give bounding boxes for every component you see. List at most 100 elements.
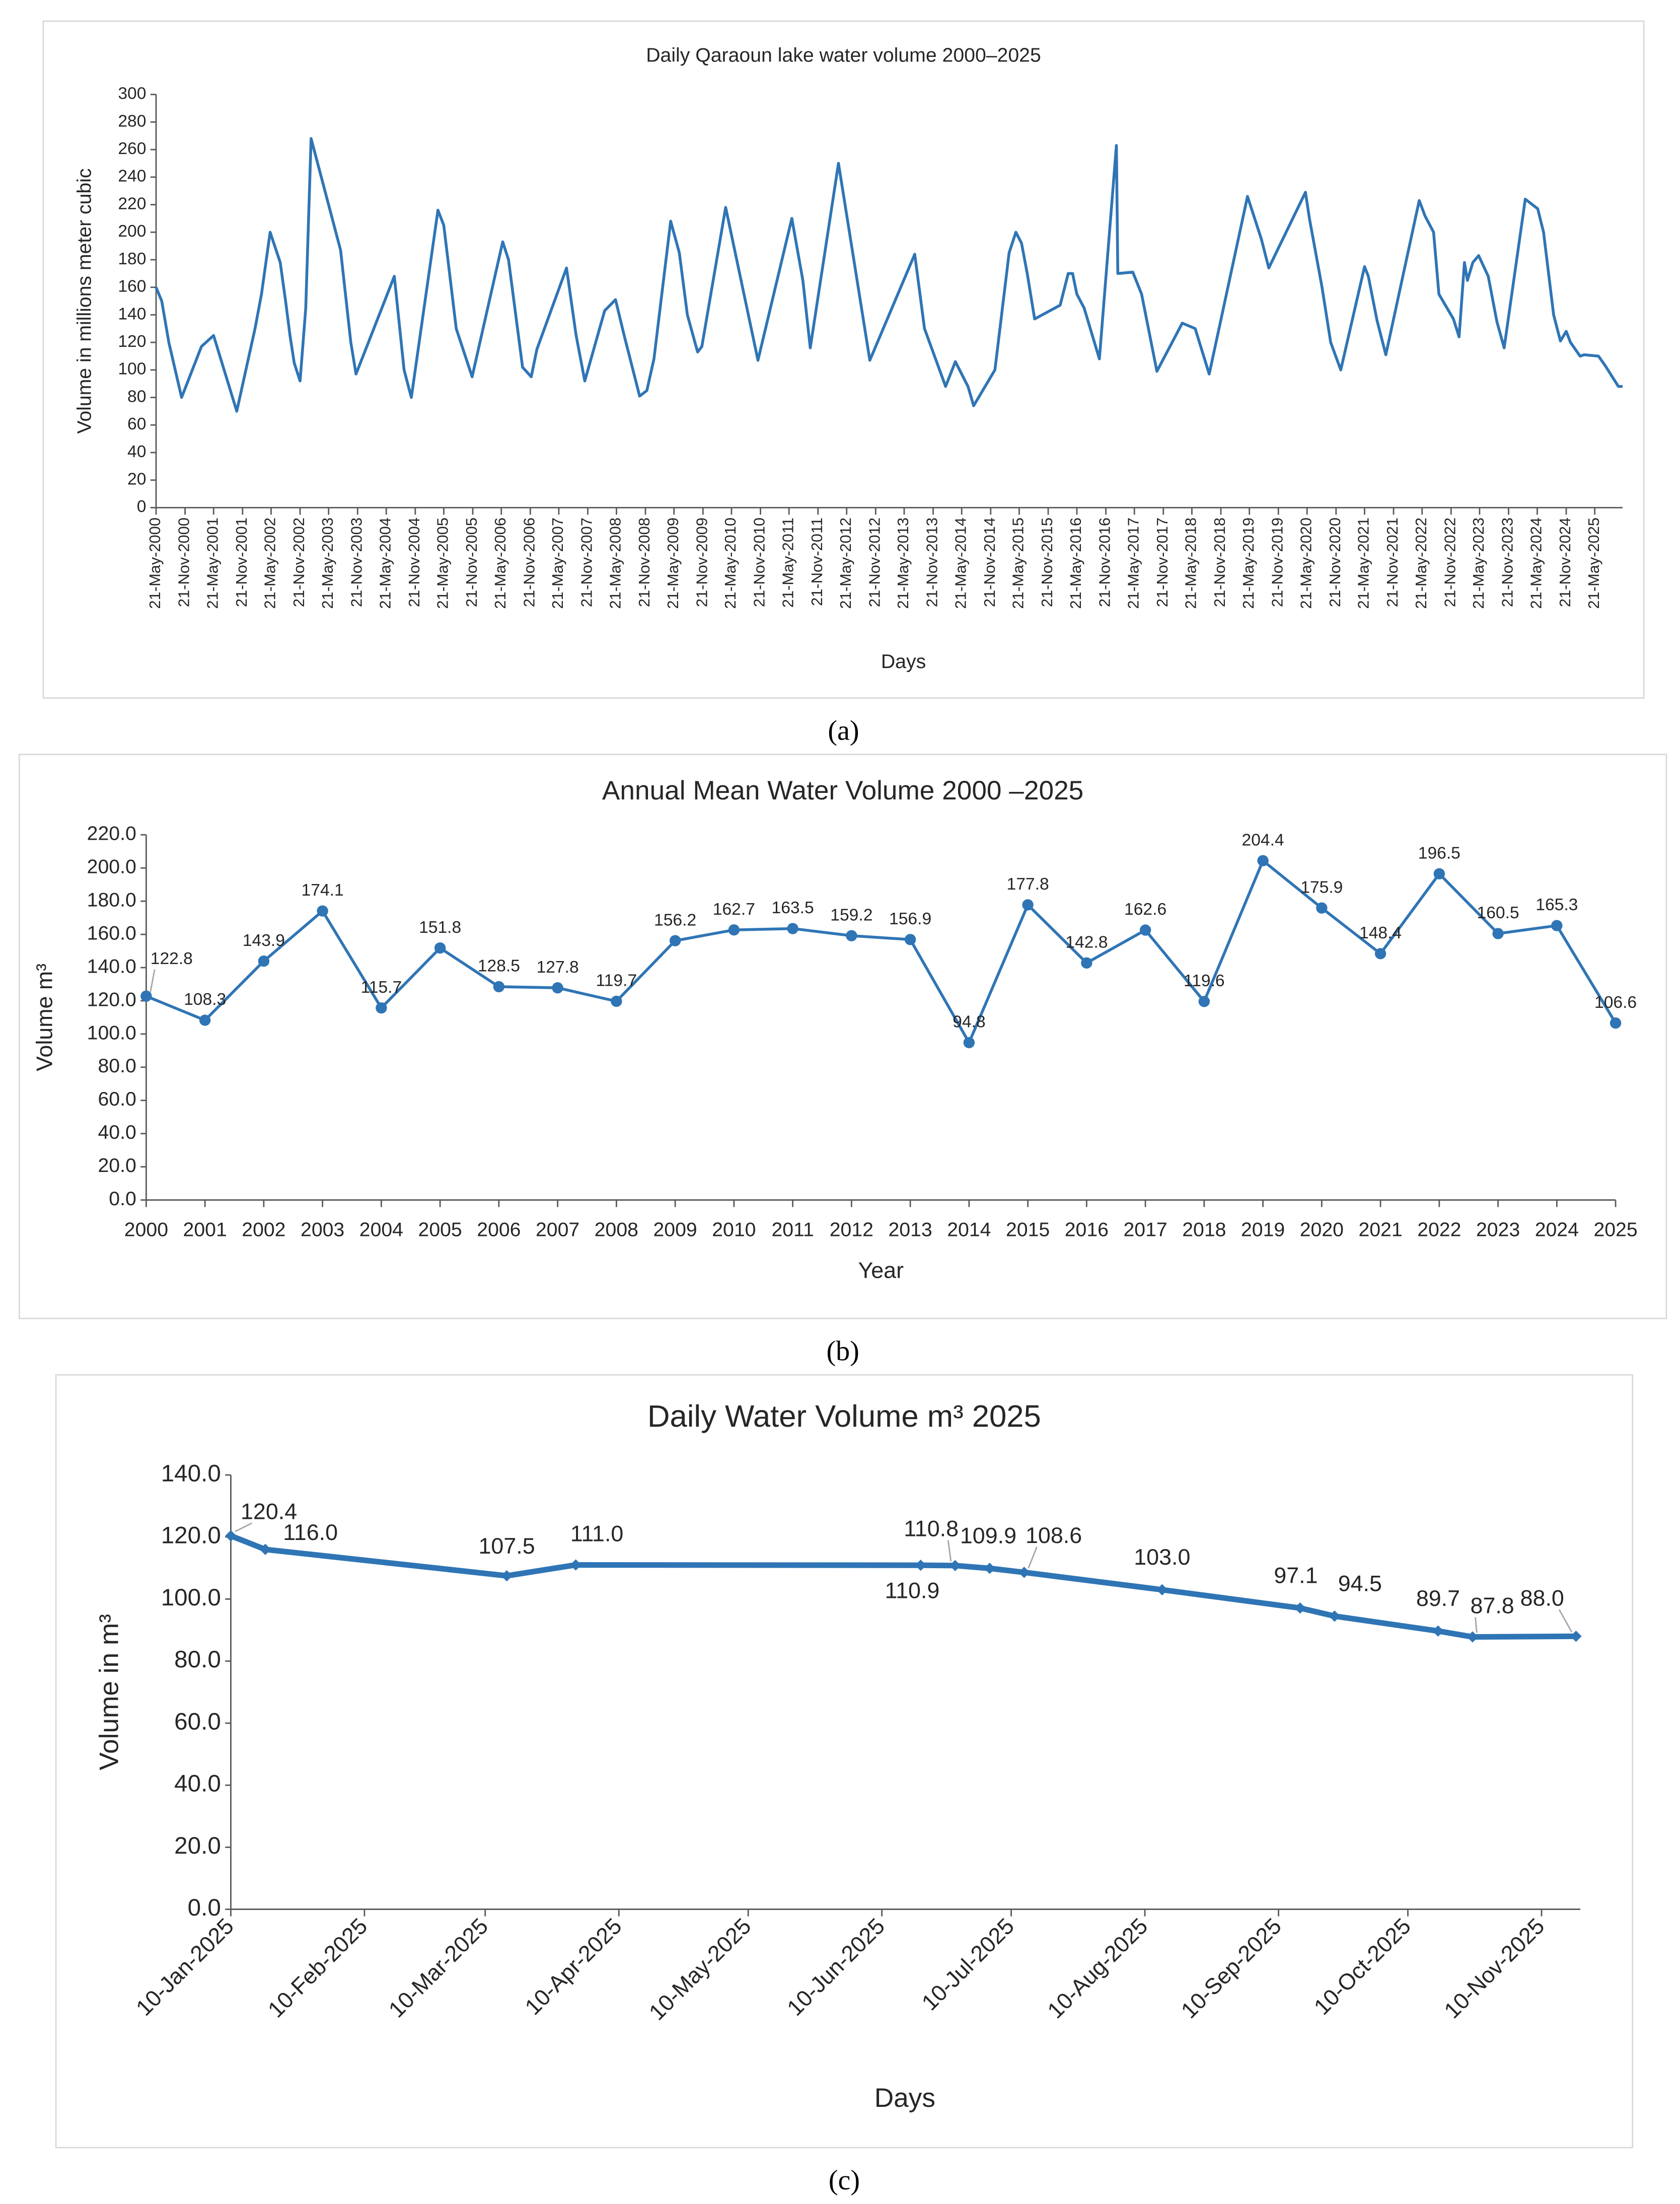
y-tick-label: 200	[118, 222, 146, 241]
y-tick-label: 100	[118, 360, 146, 379]
data-point	[259, 1544, 271, 1555]
data-label: 148.4	[1359, 924, 1402, 942]
data-label: 159.2	[830, 906, 872, 924]
x-tick-label: 2003	[301, 1219, 344, 1241]
y-tick-label: 20	[127, 470, 146, 489]
y-tick-label: 140	[118, 305, 146, 323]
chart-title: Daily Qaraoun lake water volume 2000–202…	[646, 44, 1041, 66]
data-label: 111.0	[570, 1521, 623, 1547]
data-label: 89.7	[1416, 1586, 1460, 1611]
data-point	[1156, 1584, 1168, 1596]
label-leader	[1028, 1547, 1038, 1569]
x-tick-label: 21-May-2000	[146, 518, 164, 609]
x-tick-label: 21-Nov-2023	[1499, 518, 1516, 607]
data-point	[1198, 996, 1210, 1007]
x-tick-label: 21-May-2025	[1585, 518, 1602, 609]
x-tick-label: 2016	[1065, 1219, 1109, 1241]
data-point	[570, 1559, 581, 1571]
chart-title: Daily Water Volume m³ 2025	[647, 1399, 1041, 1434]
x-tick-label: 2001	[183, 1219, 227, 1241]
data-label: 94.5	[1338, 1571, 1382, 1596]
x-tick-label: 21-Nov-2006	[520, 518, 538, 607]
data-point	[434, 942, 446, 954]
x-tick-label: 2018	[1182, 1219, 1226, 1241]
y-tick-label: 40.0	[98, 1122, 136, 1143]
x-tick-label: 21-Nov-2003	[347, 518, 365, 607]
label-leader	[235, 1522, 253, 1532]
x-tick-label: 10-Sep-2025	[1176, 1914, 1286, 2024]
x-tick-label: 21-May-2009	[664, 518, 682, 609]
x-tick-label: 21-May-2013	[894, 518, 912, 609]
x-axis-label: Days	[881, 651, 926, 673]
data-label: 119.6	[1184, 972, 1225, 990]
data-point	[140, 990, 152, 1002]
data-point	[728, 924, 740, 936]
y-tick-label: 260	[118, 139, 146, 158]
x-tick-label: 21-May-2003	[319, 518, 336, 609]
panel-caption: (b)	[826, 1336, 859, 1367]
data-label: 116.0	[283, 1520, 338, 1545]
data-label: 175.9	[1300, 878, 1343, 897]
x-tick-label: 21-May-2001	[203, 518, 221, 609]
x-tick-label: 21-Nov-2013	[923, 518, 941, 607]
data-point	[949, 1560, 961, 1572]
x-tick-label: 21-Nov-2000	[175, 518, 193, 607]
x-tick-label: 21-Nov-2015	[1038, 518, 1056, 607]
x-tick-label: 21-Nov-2014	[981, 518, 998, 607]
x-tick-label: 21-Nov-2009	[693, 518, 710, 607]
x-tick-label: 2017	[1123, 1219, 1167, 1241]
data-label: 156.2	[654, 911, 696, 929]
y-tick-label: 160.0	[87, 922, 136, 944]
data-point	[787, 923, 798, 934]
data-point	[1139, 924, 1151, 936]
data-point	[493, 981, 505, 993]
data-label: 103.0	[1134, 1545, 1190, 1570]
x-tick-label: 21-May-2014	[952, 518, 969, 609]
data-point	[258, 955, 270, 967]
data-label: 115.7	[361, 978, 402, 997]
x-tick-label: 21-May-2016	[1067, 518, 1084, 609]
data-point	[1570, 1631, 1582, 1642]
y-tick-label: 100.0	[87, 1022, 136, 1044]
data-label: 119.7	[596, 972, 637, 990]
data-label: 174.1	[302, 881, 344, 900]
data-label: 122.8	[151, 949, 193, 968]
x-tick-label: 10-Jan-2025	[131, 1914, 239, 2021]
y-tick-label: 60.0	[174, 1708, 221, 1735]
x-tick-label: 21-May-2021	[1355, 518, 1372, 609]
x-tick-label: 21-Nov-2020	[1326, 518, 1344, 607]
label-leader	[150, 969, 156, 992]
data-label: 97.1	[1274, 1563, 1318, 1588]
y-tick-label: 0	[137, 497, 147, 516]
x-tick-label: 21-May-2018	[1182, 518, 1200, 609]
y-tick-label: 240	[118, 167, 146, 186]
x-tick-label: 10-Oct-2025	[1309, 1914, 1415, 2020]
data-label: 94.8	[953, 1013, 985, 1032]
data-point	[1329, 1610, 1341, 1622]
data-label: 128.5	[478, 957, 520, 976]
y-tick-label: 20.0	[98, 1155, 136, 1177]
x-tick-label: 21-May-2023	[1470, 518, 1487, 609]
x-tick-label: 2023	[1476, 1219, 1520, 1241]
x-tick-label: 10-Apr-2025	[520, 1914, 626, 2020]
data-label: 87.8	[1471, 1593, 1514, 1619]
data-label: 177.8	[1007, 875, 1049, 894]
data-point	[1018, 1567, 1030, 1578]
data-label: 160.5	[1477, 904, 1519, 922]
x-tick-label: 2002	[242, 1219, 285, 1241]
y-tick-label: 300	[118, 85, 146, 103]
data-point	[1432, 1625, 1444, 1637]
data-label: 110.8	[904, 1516, 959, 1541]
x-tick-label: 2009	[653, 1219, 697, 1241]
x-tick-label: 21-May-2019	[1239, 518, 1257, 609]
data-label: 142.8	[1065, 933, 1108, 951]
y-tick-label: 80	[127, 387, 146, 406]
x-tick-label: 2011	[771, 1219, 814, 1241]
data-point	[225, 1530, 237, 1541]
data-point	[1022, 899, 1034, 911]
panel-caption: (c)	[829, 2165, 860, 2196]
label-leader	[1475, 1617, 1478, 1633]
label-leader	[1558, 1609, 1573, 1633]
x-axis-label: Days	[874, 2083, 935, 2113]
x-tick-label: 21-Nov-2008	[635, 518, 653, 607]
